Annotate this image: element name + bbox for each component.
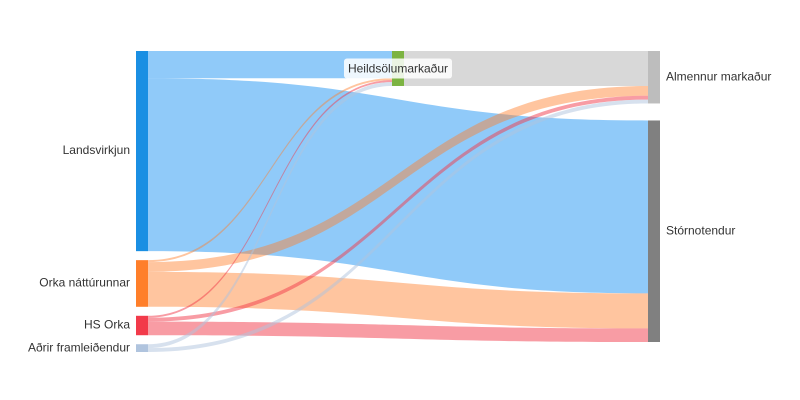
node: [136, 344, 148, 352]
node: [648, 120, 660, 343]
link: [148, 80, 392, 318]
label-background: [343, 58, 453, 79]
link: [148, 95, 648, 322]
node-label: Landsvirkjun: [63, 143, 130, 157]
link: [148, 51, 392, 79]
links: [148, 51, 648, 352]
link: [148, 271, 648, 329]
node-label: Stórnotendur: [666, 223, 735, 237]
node-label: Orka náttúrunnar: [39, 276, 130, 290]
link: [148, 78, 648, 294]
node: [136, 315, 148, 336]
node-label: Almennur markaður: [666, 69, 771, 83]
node-label: Aðrir framleiðendur: [28, 340, 130, 354]
node-label: Heildsölumarkaður: [348, 62, 448, 76]
link: [404, 51, 648, 86]
link: [148, 321, 648, 342]
link: [148, 99, 648, 352]
link: [148, 82, 392, 349]
link: [148, 85, 648, 272]
node-label: HS Orka: [84, 318, 130, 332]
node: [136, 51, 148, 252]
node: [648, 51, 660, 104]
link: [148, 78, 392, 263]
node: [136, 260, 148, 307]
